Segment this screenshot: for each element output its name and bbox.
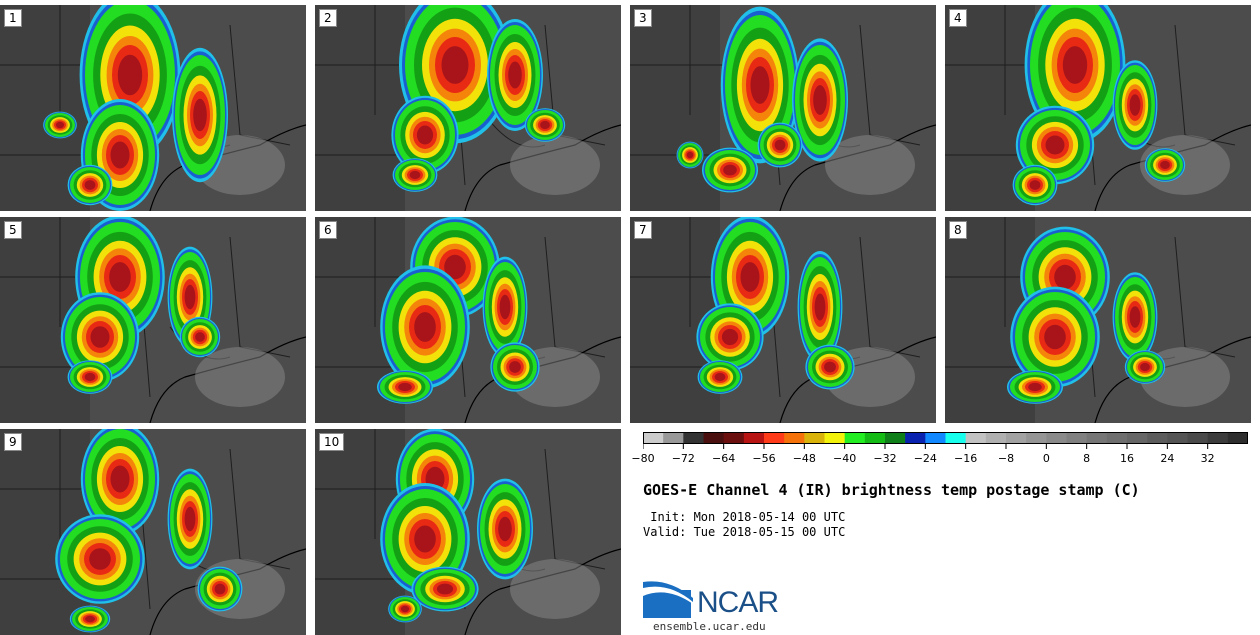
satellite-ir-image [945,5,1251,211]
panel-4: 4 [945,5,1251,211]
colorbar-tick-label: −40 [833,452,857,465]
panel-6: 6 [315,217,621,423]
colorbar-tick-label: 24 [1160,452,1175,465]
panel-label: 9 [4,433,22,451]
colorbar-tick-label: −24 [913,452,937,465]
colorbar-swatch [885,432,906,444]
colorbar-swatch [663,432,684,444]
colorbar-swatch [1207,432,1229,444]
colorbar-swatch [824,432,846,444]
colorbar-tick-label: 0 [1042,452,1050,465]
colorbar-swatch [764,432,785,444]
satellite-ir-image [630,217,936,423]
colorbar-swatch [925,432,946,444]
satellite-ir-image [630,5,936,211]
colorbar-swatch [1167,432,1188,444]
valid-time: Valid: Tue 2018-05-15 00 UTC [643,525,846,539]
colorbar-swatch [945,432,967,444]
panel-label: 4 [949,9,967,27]
colorbar-swatch [965,432,987,444]
satellite-ir-image [0,429,306,635]
satellite-ir-image [0,217,306,423]
colorbar-tick-label: −56 [752,452,776,465]
panel-label: 5 [4,221,22,239]
colorbar-tick-label: 32 [1200,452,1215,465]
colorbar-tick-label: −32 [873,452,897,465]
colorbar-swatch [643,432,664,444]
satellite-ir-image [0,5,306,211]
panel-10: 10 [315,429,621,635]
website-url: ensemble.ucar.edu [653,620,766,633]
satellite-ir-image [945,217,1251,423]
colorbar-tick-label: 8 [1083,452,1091,465]
panel-label: 6 [319,221,337,239]
colorbar-swatch [784,432,805,444]
panel-label: 1 [4,9,22,27]
colorbar-swatch [1086,432,1108,444]
colorbar-swatch [1187,432,1209,444]
colorbar-swatch [844,432,866,444]
panel-7: 7 [630,217,936,423]
satellite-ir-image [315,217,621,423]
colorbar-tick-label: 16 [1120,452,1134,465]
colorbar-swatch [683,432,704,444]
colorbar-swatch [1147,432,1168,444]
panel-label: 8 [949,221,967,239]
ncar-logo-text: NCAR [697,586,779,619]
colorbar-tick-label: −8 [997,452,1015,465]
ncar-logo-icon [643,581,693,618]
colorbar-swatch [723,432,745,444]
panel-1: 1 [0,5,306,211]
colorbar-swatch [743,432,765,444]
colorbar-swatch [703,432,725,444]
colorbar-tick-label: −72 [671,452,695,465]
colorbar-swatch [985,432,1007,444]
satellite-ir-image [315,5,621,211]
init-time: Init: Mon 2018-05-14 00 UTC [643,510,846,524]
colorbar-tick-label: −16 [954,452,978,465]
colorbar-swatch [905,432,926,444]
colorbar-swatch [1006,432,1027,444]
colorbar-swatch [1066,432,1088,444]
colorbar-swatch [1106,432,1128,444]
satellite-ir-image [315,429,621,635]
colorbar-tick-label: −64 [712,452,736,465]
colorbar-tick-label: −48 [792,452,816,465]
colorbar-swatch [804,432,825,444]
colorbar-tick-label: −80 [631,452,655,465]
colorbar-swatch [1127,432,1148,444]
panel-label: 7 [634,221,652,239]
panel-8: 8 [945,217,1251,423]
panel-label: 10 [319,433,345,451]
panel-2: 2 [315,5,621,211]
figure-title: GOES-E Channel 4 (IR) brightness temp po… [643,481,1140,499]
colorbar-swatch [1046,432,1067,444]
panel-label: 3 [634,9,652,27]
panel-9: 9 [0,429,306,635]
panel-5: 5 [0,217,306,423]
panel-label: 2 [319,9,337,27]
colorbar-swatch [1026,432,1047,444]
colorbar-swatch [1227,432,1248,444]
colorbar [643,432,1248,449]
colorbar-frame [643,432,1248,444]
colorbar-swatch [864,432,886,444]
panel-3: 3 [630,5,936,211]
